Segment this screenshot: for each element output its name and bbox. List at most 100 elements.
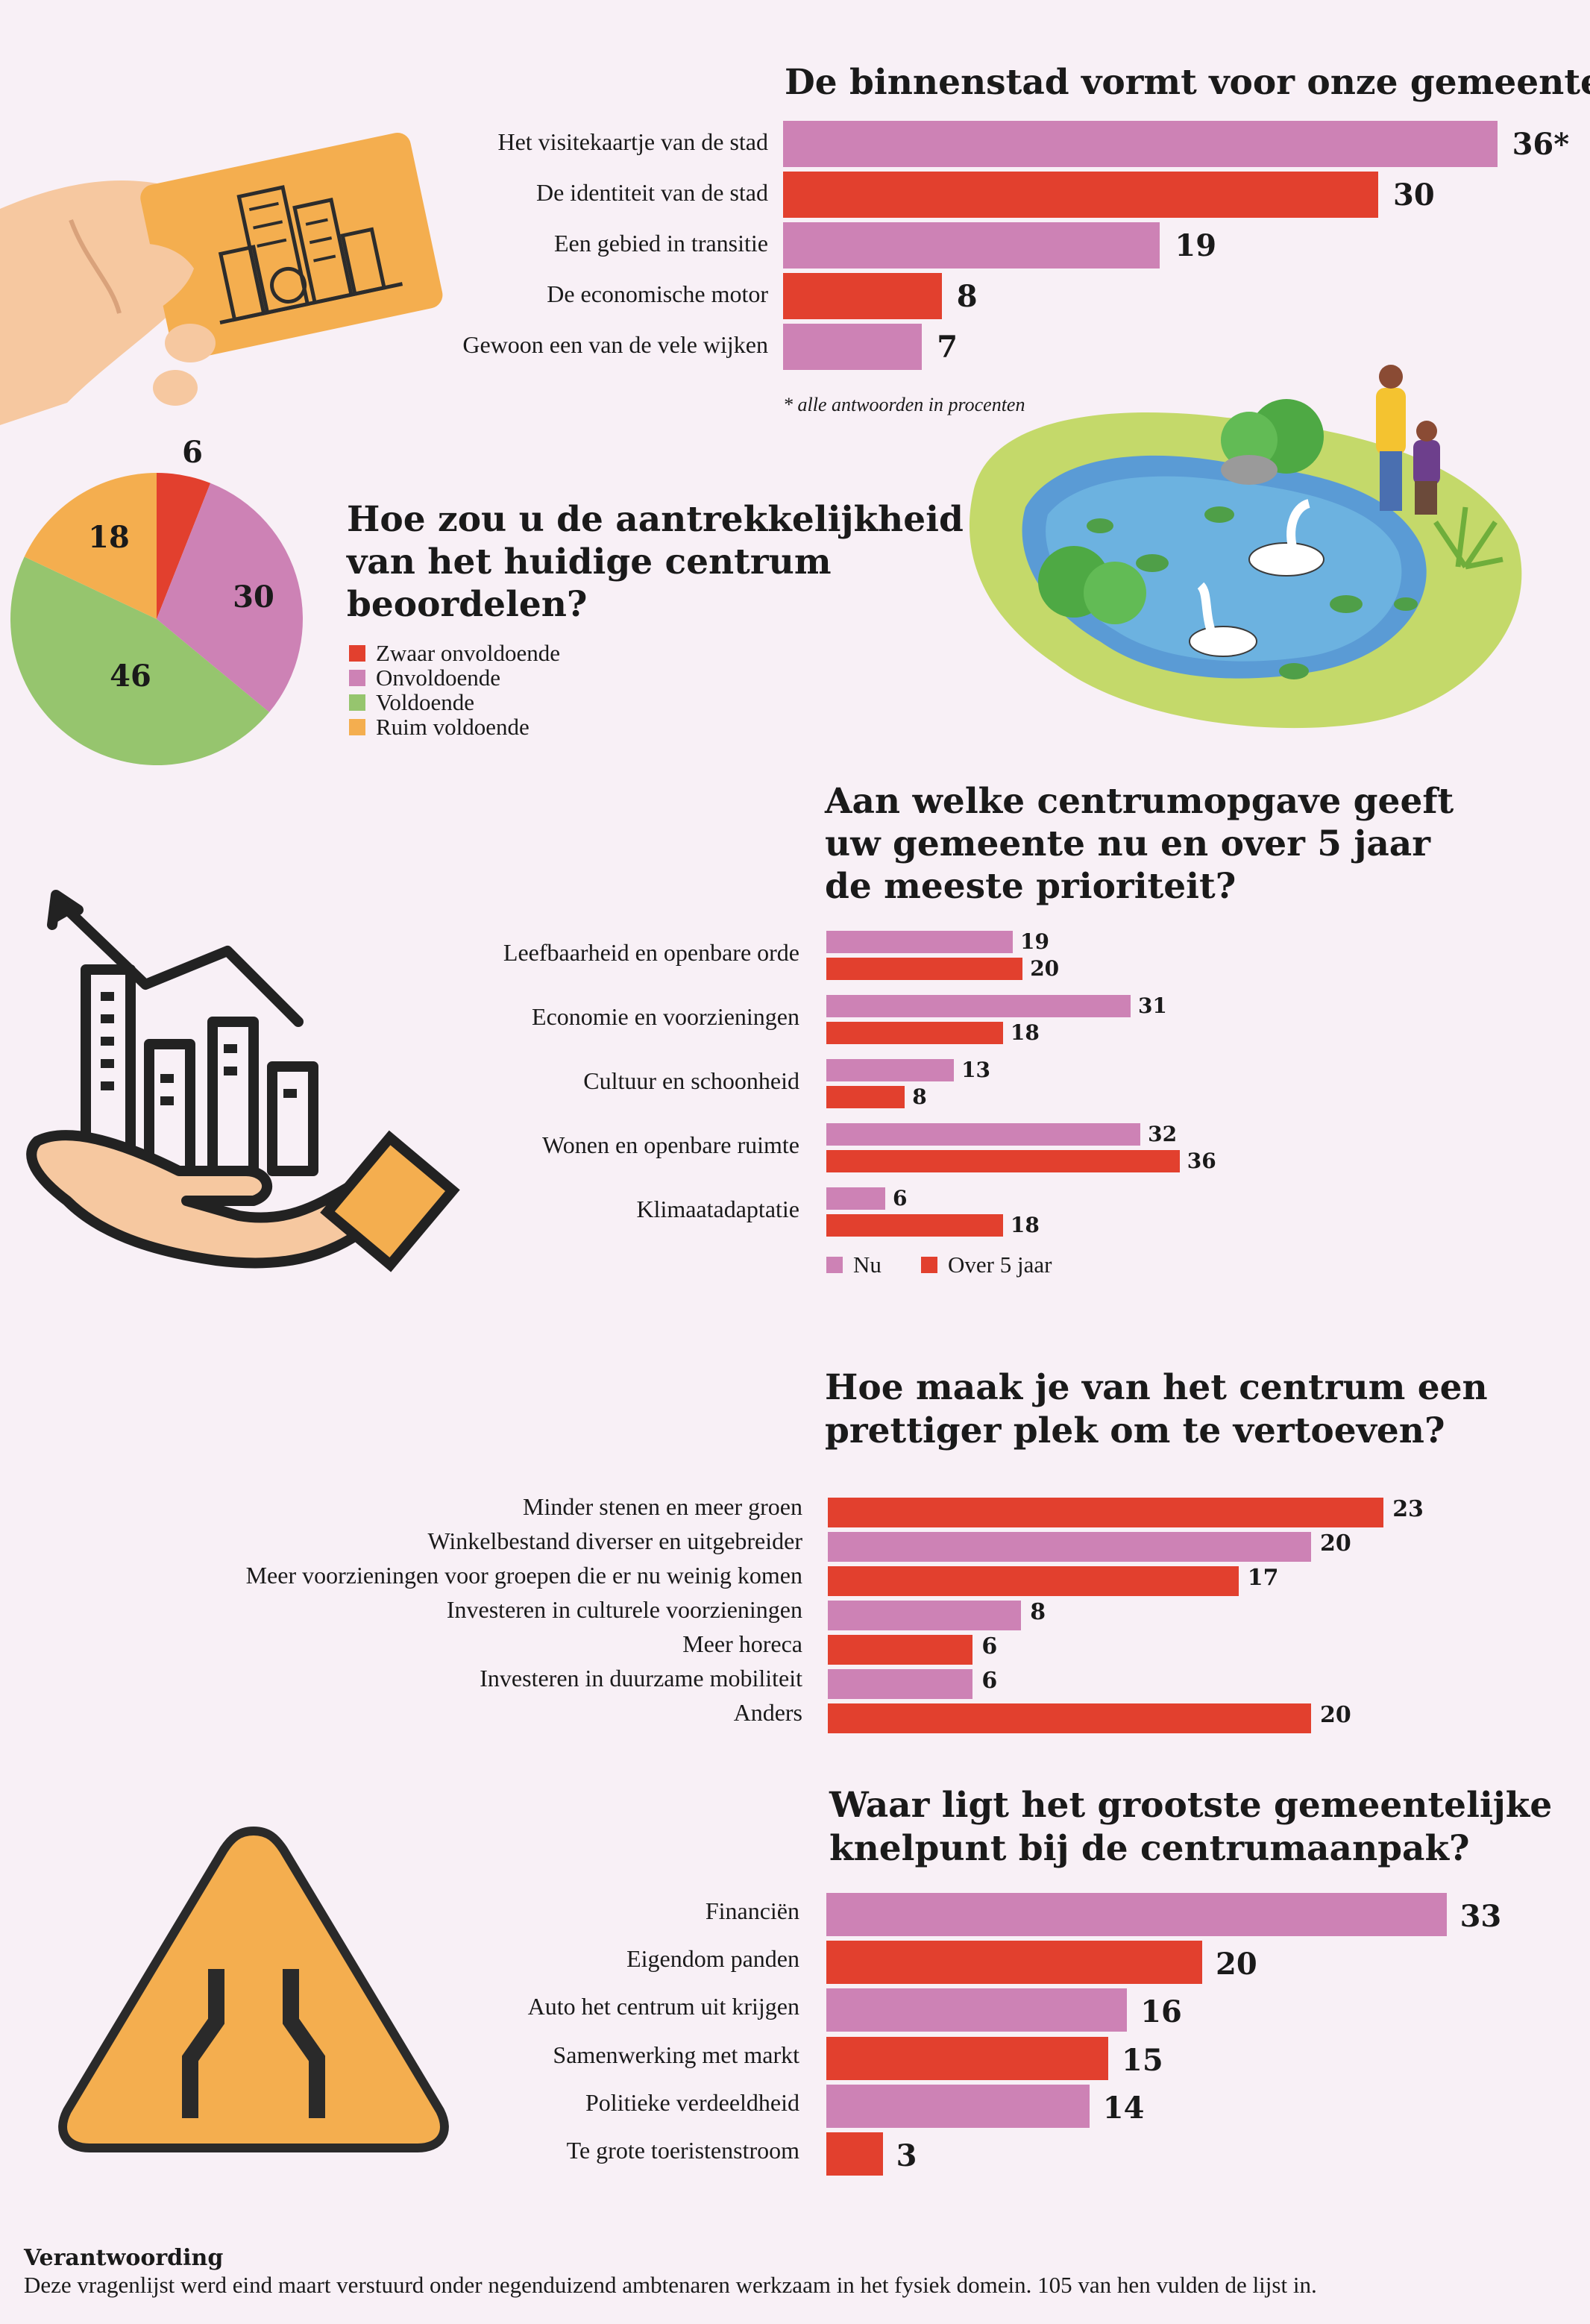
chart3-bar-over-5-jaar bbox=[826, 958, 1023, 980]
chart5-bar bbox=[826, 1988, 1128, 2032]
chart5-bar bbox=[826, 2084, 1090, 2128]
chart4-title-line-2: prettiger plek om te vertoeven? bbox=[825, 1410, 1445, 1451]
chart4-title: Hoe maak je van het centrum een prettige… bbox=[825, 1366, 1488, 1453]
chart3-legend-item: Over 5 jaar bbox=[921, 1251, 1052, 1278]
chart1-note: * alle antwoorden in procenten bbox=[783, 394, 1025, 415]
chart5-label: Te grote toeristenstroom bbox=[566, 2137, 799, 2164]
chart1-label: Het visitekaartje van de stad bbox=[497, 128, 768, 155]
chart3-value: 18 bbox=[1010, 1020, 1040, 1045]
chart3-bar-over-5-jaar bbox=[826, 1086, 905, 1108]
chart5-label: Financiën bbox=[705, 1897, 799, 1924]
pie-legend-item: Zwaar onvoldoende bbox=[349, 640, 560, 667]
chart4-bar bbox=[828, 1635, 973, 1665]
chart1-bar bbox=[783, 121, 1498, 167]
chart4-value: 6 bbox=[981, 1633, 998, 1659]
chart3-label: Cultuur en schoonheid bbox=[583, 1067, 799, 1094]
pie-slice-voldoende bbox=[10, 556, 270, 765]
chart3-bar-nu bbox=[826, 1059, 955, 1081]
chart1-value: 8 bbox=[956, 279, 978, 314]
chart3-value: 20 bbox=[1030, 956, 1060, 981]
chart3-value: 6 bbox=[892, 1186, 908, 1210]
legend-label: Ruim voldoende bbox=[376, 714, 530, 740]
city-card-illustration bbox=[0, 132, 443, 425]
chart2-title: Hoe zou u de aantrekkelijkheid van het h… bbox=[347, 498, 964, 626]
chart5-title-line-2: knelpunt bij de centrumaanpak? bbox=[829, 1828, 1470, 1869]
chart4-label: Winkelbestand diverser en uitgebreider bbox=[427, 1527, 802, 1554]
chart3-bar-nu bbox=[826, 1123, 1141, 1146]
chart1-label: Een gebied in transitie bbox=[553, 230, 768, 257]
chart4-bar bbox=[828, 1703, 1311, 1733]
footer-text: Deze vragenlijst werd eind maart verstuu… bbox=[24, 2272, 1317, 2298]
chart3-title: Aan welke centrumopgave geeft uw gemeent… bbox=[825, 780, 1454, 908]
chart1-title: De binnenstad vormt voor onze gemeente .… bbox=[785, 62, 1590, 103]
legend-swatch bbox=[826, 1257, 843, 1273]
chart3-bar-nu bbox=[826, 931, 1014, 953]
chart4-label: Minder stenen en meer groen bbox=[523, 1493, 802, 1520]
chart3-title-line-2: uw gemeente nu en over 5 jaar bbox=[825, 823, 1431, 864]
chart4-bar bbox=[828, 1498, 1384, 1527]
chart3-bar-over-5-jaar bbox=[826, 1214, 1003, 1237]
growth-hand-icon bbox=[26, 890, 460, 1272]
park-pond-illustration bbox=[969, 365, 1522, 729]
chart4-label: Anders bbox=[733, 1699, 802, 1726]
chart4-label: Meer voorzieningen voor groepen die er n… bbox=[245, 1562, 802, 1589]
chart4-value: 23 bbox=[1392, 1496, 1424, 1522]
chart5-value: 20 bbox=[1216, 1947, 1257, 1982]
chart5-label: Auto het centrum uit krijgen bbox=[527, 1993, 799, 2020]
chart5-bar bbox=[826, 1941, 1202, 1985]
legend-swatch bbox=[349, 645, 365, 662]
legend-swatch bbox=[921, 1257, 937, 1273]
chart5-label: Samenwerking met markt bbox=[553, 2041, 799, 2068]
footer-heading: Verantwoording bbox=[24, 2245, 224, 2271]
chart1-value: 30 bbox=[1393, 178, 1435, 213]
chart5-title: Waar ligt het grootste gemeentelijke kne… bbox=[829, 1784, 1552, 1871]
chart1-label: De identiteit van de stad bbox=[535, 179, 768, 206]
pie-legend-item: Onvoldoende bbox=[349, 665, 500, 691]
chart5-value: 33 bbox=[1459, 1899, 1502, 1934]
chart4-bar bbox=[828, 1532, 1311, 1562]
road-narrows-warning-icon bbox=[58, 1826, 449, 2152]
chart3-value: 19 bbox=[1020, 929, 1049, 954]
legend-label: Onvoldoende bbox=[376, 665, 501, 691]
chart4-value: 20 bbox=[1320, 1530, 1351, 1557]
pie-slice-zwaar-onvoldoende bbox=[157, 473, 211, 619]
legend-label: Nu bbox=[853, 1251, 882, 1278]
chart3-label: Leefbaarheid en openbare orde bbox=[503, 939, 799, 966]
chart1-bar bbox=[783, 324, 923, 370]
chart5-label: Eigendom panden bbox=[626, 1945, 799, 1973]
chart1-value: 36* bbox=[1512, 127, 1570, 162]
chart3-label: Economie en voorzieningen bbox=[532, 1003, 799, 1030]
chart1-label: De economische motor bbox=[547, 280, 768, 307]
chart3-value: 31 bbox=[1137, 993, 1167, 1018]
pie-slice-ruim-voldoende bbox=[24, 473, 157, 619]
chart4-value: 8 bbox=[1030, 1599, 1046, 1625]
chart3-bar-nu bbox=[826, 995, 1131, 1017]
chart2-title-line-3: beoordelen? bbox=[347, 584, 588, 625]
chart5-bar bbox=[826, 2132, 883, 2176]
chart4-value: 6 bbox=[981, 1668, 998, 1694]
legend-label: Voldoende bbox=[376, 689, 475, 715]
chart4-title-line-1: Hoe maak je van het centrum een bbox=[825, 1367, 1488, 1408]
chart1-label: Gewoon een van de vele wijken bbox=[462, 331, 768, 358]
legend-swatch bbox=[349, 670, 365, 686]
chart3-label: Klimaatadaptatie bbox=[636, 1196, 799, 1222]
chart4-value: 17 bbox=[1247, 1565, 1279, 1591]
pie-value-label: 6 bbox=[182, 440, 203, 470]
chart4-value: 20 bbox=[1320, 1702, 1351, 1728]
chart3-value: 18 bbox=[1010, 1213, 1040, 1237]
chart5-value: 14 bbox=[1102, 2090, 1145, 2126]
chart3-value: 32 bbox=[1148, 1122, 1178, 1146]
chart3-value: 36 bbox=[1187, 1149, 1216, 1173]
chart1-value: 7 bbox=[937, 330, 958, 365]
pie-legend-item: Voldoende bbox=[349, 689, 474, 716]
pie-value-label: 18 bbox=[88, 520, 130, 555]
chart3-value: 8 bbox=[912, 1084, 927, 1109]
chart3-value: 13 bbox=[961, 1058, 991, 1082]
chart3-bar-over-5-jaar bbox=[826, 1150, 1180, 1172]
legend-label: Over 5 jaar bbox=[948, 1251, 1052, 1278]
chart4-bar bbox=[828, 1566, 1239, 1596]
chart3-title-line-3: de meeste prioriteit? bbox=[825, 866, 1237, 907]
chart3-bar-nu bbox=[826, 1187, 885, 1210]
chart1-bar bbox=[783, 172, 1378, 218]
pie-value-label: 46 bbox=[110, 659, 151, 694]
